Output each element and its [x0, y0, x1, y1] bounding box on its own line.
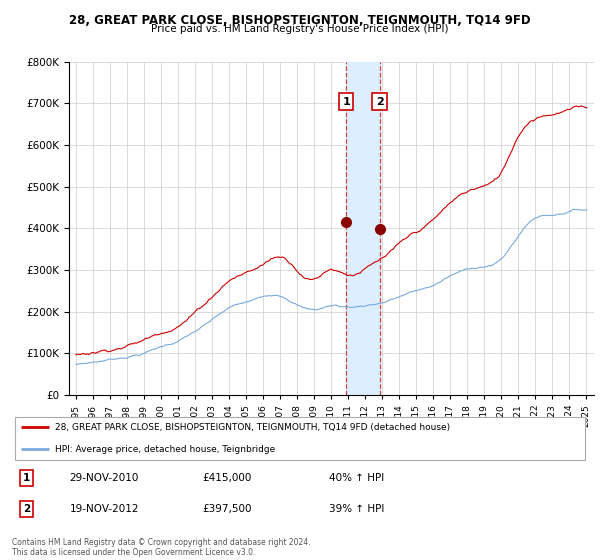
Text: 1: 1 — [23, 473, 30, 483]
Text: 29-NOV-2010: 29-NOV-2010 — [70, 473, 139, 483]
Text: Contains HM Land Registry data © Crown copyright and database right 2024.
This d: Contains HM Land Registry data © Crown c… — [12, 538, 311, 557]
Text: 2: 2 — [23, 503, 30, 514]
Text: 2: 2 — [376, 96, 383, 106]
FancyBboxPatch shape — [15, 417, 585, 460]
Text: 1: 1 — [343, 96, 350, 106]
Bar — [346, 62, 380, 395]
Text: HPI: Average price, detached house, Teignbridge: HPI: Average price, detached house, Teig… — [55, 445, 275, 454]
Text: 19-NOV-2012: 19-NOV-2012 — [70, 503, 139, 514]
Text: £397,500: £397,500 — [202, 503, 251, 514]
Text: 28, GREAT PARK CLOSE, BISHOPSTEIGNTON, TEIGNMOUTH, TQ14 9FD: 28, GREAT PARK CLOSE, BISHOPSTEIGNTON, T… — [69, 14, 531, 27]
Text: 40% ↑ HPI: 40% ↑ HPI — [329, 473, 384, 483]
Text: £415,000: £415,000 — [202, 473, 251, 483]
Text: 39% ↑ HPI: 39% ↑ HPI — [329, 503, 384, 514]
Text: 28, GREAT PARK CLOSE, BISHOPSTEIGNTON, TEIGNMOUTH, TQ14 9FD (detached house): 28, GREAT PARK CLOSE, BISHOPSTEIGNTON, T… — [55, 423, 451, 432]
Text: Price paid vs. HM Land Registry's House Price Index (HPI): Price paid vs. HM Land Registry's House … — [151, 24, 449, 34]
